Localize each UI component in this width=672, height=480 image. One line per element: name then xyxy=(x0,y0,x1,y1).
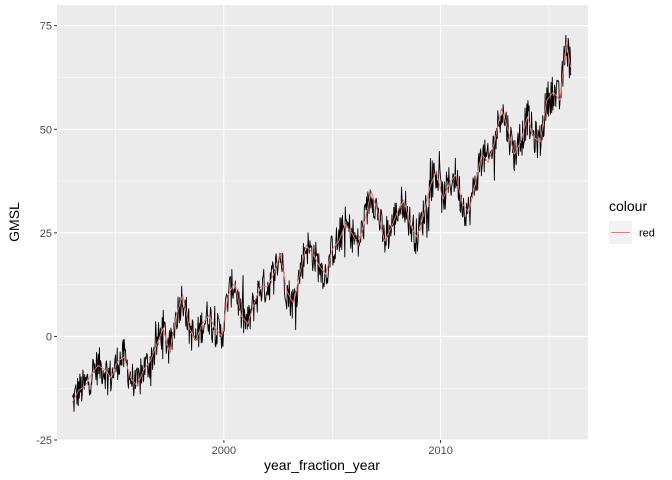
legend-title: colour xyxy=(609,198,647,214)
y-tick-label: 25 xyxy=(40,228,52,240)
series-layer xyxy=(71,34,572,412)
y-axis-title: GMSL xyxy=(6,202,22,242)
y-axis-ticks: -25 0 25 50 75 xyxy=(36,21,57,447)
y-tick-label: 0 xyxy=(46,331,52,343)
x-tick-label: 2000 xyxy=(212,445,236,457)
y-tick-label: 75 xyxy=(40,21,52,33)
gmsl-smoothed-series-line xyxy=(71,41,572,403)
y-tick-label: 50 xyxy=(40,124,52,136)
legend-label-red: red xyxy=(639,228,655,240)
x-tick-label: 2010 xyxy=(428,445,452,457)
x-axis-title: year_fraction_year xyxy=(264,457,380,473)
legend: colour red xyxy=(609,198,655,244)
y-tick-label: -25 xyxy=(36,435,52,447)
major-gridlines xyxy=(57,5,588,441)
plot-panel xyxy=(57,5,588,440)
x-axis-ticks: 2000 2010 xyxy=(212,440,453,457)
gmsl-raw-series-line xyxy=(71,34,572,412)
